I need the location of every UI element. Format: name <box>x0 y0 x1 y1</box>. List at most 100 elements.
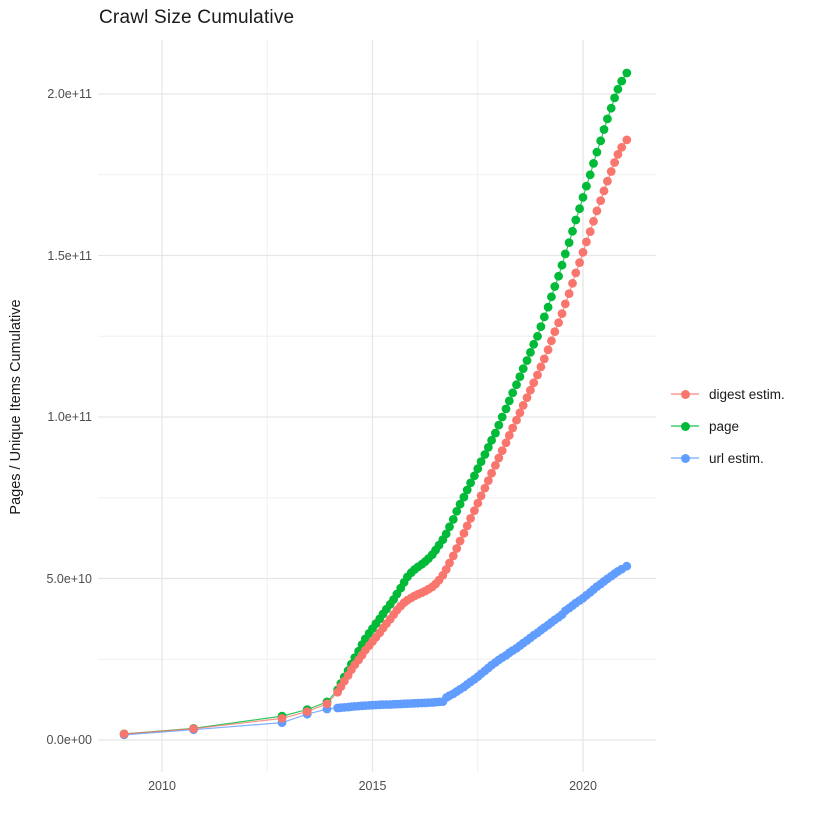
data-point <box>452 506 462 516</box>
data-point <box>452 544 462 553</box>
data-point <box>487 468 496 478</box>
data-point <box>571 268 581 278</box>
data-point <box>592 206 602 216</box>
data-point <box>462 485 472 495</box>
data-point <box>522 356 532 365</box>
data-point <box>501 404 511 414</box>
data-point <box>302 707 312 716</box>
data-point <box>497 446 507 455</box>
data-point <box>622 135 632 145</box>
data-point <box>459 528 469 538</box>
data-point <box>189 724 199 734</box>
data-point <box>533 370 542 380</box>
data-point <box>547 336 556 346</box>
data-point <box>550 282 560 291</box>
data-point <box>599 125 609 134</box>
data-point <box>459 492 469 502</box>
data-point <box>554 318 563 328</box>
data-point <box>470 506 479 516</box>
y-tick-label: 5.0e+10 <box>46 571 92 586</box>
data-point <box>578 193 588 202</box>
series-line-digest-estim- <box>124 139 628 735</box>
data-point <box>119 729 129 739</box>
data-point <box>536 322 546 331</box>
data-point <box>585 170 595 180</box>
data-point <box>564 289 574 298</box>
data-point <box>596 136 606 146</box>
legend-label: url estim. <box>709 450 764 466</box>
data-point <box>557 309 567 318</box>
data-point <box>547 292 556 302</box>
data-point <box>571 215 581 225</box>
data-point <box>504 396 514 406</box>
data-point <box>466 514 475 523</box>
data-point <box>476 457 486 466</box>
legend-label: page <box>709 418 740 434</box>
data-point <box>622 68 632 78</box>
data-point <box>550 327 560 337</box>
data-point <box>480 450 490 459</box>
data-point <box>568 226 577 236</box>
y-tick-label: 0.0e+00 <box>46 733 92 747</box>
x-tick-label: 2020 <box>569 779 597 793</box>
data-point <box>518 364 528 373</box>
data-point <box>575 204 584 214</box>
x-tick-label: 2015 <box>358 779 387 793</box>
data-point <box>592 147 602 157</box>
data-point <box>522 393 532 402</box>
data-point <box>483 476 493 485</box>
data-point <box>441 529 451 539</box>
data-point <box>277 714 287 723</box>
legend-item: url estim. <box>671 442 785 474</box>
data-point <box>476 491 486 501</box>
data-point <box>515 372 525 381</box>
data-point <box>470 471 479 481</box>
data-point <box>501 438 511 448</box>
data-point <box>441 565 451 574</box>
data-point <box>494 453 504 463</box>
data-point <box>568 278 577 288</box>
legend-label: digest estim. <box>709 386 785 402</box>
data-point <box>455 499 465 509</box>
data-point <box>508 423 518 433</box>
data-point <box>512 415 521 425</box>
data-point <box>582 181 591 191</box>
data-point <box>455 536 465 546</box>
legend-marker-icon <box>671 388 699 400</box>
data-point <box>515 408 525 418</box>
data-point <box>606 167 616 176</box>
legend-marker-icon <box>671 420 699 432</box>
data-point <box>603 176 612 186</box>
data-point <box>445 558 454 568</box>
legend-item: digest estim. <box>671 378 785 410</box>
legend-item: page <box>671 410 785 442</box>
data-point <box>578 247 588 257</box>
data-point <box>613 150 623 159</box>
data-point <box>617 76 627 86</box>
y-tick-label: 1.5e+11 <box>47 248 92 263</box>
data-point <box>610 158 619 167</box>
data-point <box>599 186 609 196</box>
data-point <box>518 401 528 410</box>
data-point <box>610 93 619 103</box>
series-line-url-estim- <box>124 565 628 736</box>
data-point <box>536 362 546 372</box>
data-point <box>462 521 472 531</box>
data-point <box>554 271 563 281</box>
data-point <box>560 249 570 259</box>
data-point <box>445 522 454 532</box>
y-tick-label: 2.0e+11 <box>47 87 92 101</box>
legend-marker-icon <box>671 452 699 464</box>
data-point <box>617 142 627 152</box>
data-point <box>508 388 518 398</box>
data-point <box>539 312 549 322</box>
chart-title: Crawl Size Cumulative <box>99 7 295 28</box>
data-point <box>473 498 483 508</box>
data-point <box>512 380 521 390</box>
data-point <box>448 551 458 561</box>
data-point <box>622 561 632 571</box>
data-point <box>504 431 514 440</box>
data-point <box>589 216 598 226</box>
data-point <box>585 227 595 237</box>
